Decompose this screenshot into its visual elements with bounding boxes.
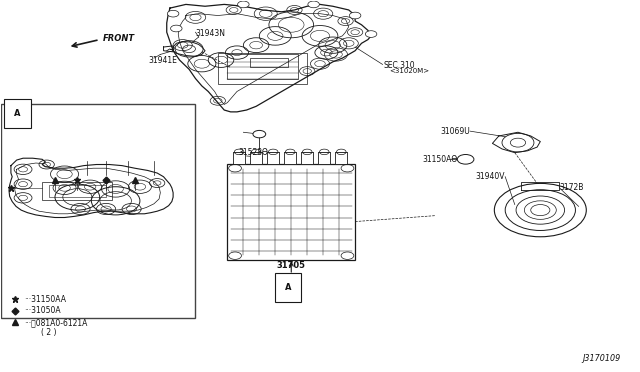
Circle shape [171,25,182,32]
Text: <31020M>: <31020M> [389,68,429,74]
Text: 3172B: 3172B [559,183,584,192]
Text: 31528Ѳ: 31528Ѳ [239,148,269,157]
Text: ( 2 ): ( 2 ) [41,328,56,337]
Bar [218,52,307,84]
Bar [268,152,279,164]
Text: 31705: 31705 [276,261,306,270]
Circle shape [237,1,249,8]
Bar [335,152,348,164]
Text: J3170109: J3170109 [582,354,620,363]
Text: 31941E: 31941E [149,56,178,65]
Bar [49,185,106,197]
Bar [250,58,288,67]
Text: FRONT: FRONT [103,34,135,43]
Bar [250,152,262,164]
Text: 31943N: 31943N [195,29,225,38]
Text: SEC.310: SEC.310 [384,61,415,70]
Bar [227,164,355,260]
Bar [227,54,298,78]
Bar [284,152,296,164]
Circle shape [365,31,377,37]
Circle shape [253,131,266,138]
Circle shape [349,12,361,19]
Text: 31069U: 31069U [440,126,470,136]
Text: 31940V: 31940V [476,172,505,181]
Bar [1,105,195,318]
Bar [301,152,313,164]
Text: A: A [285,283,291,292]
Text: ···Ⓑ081A0-6121A: ···Ⓑ081A0-6121A [24,318,87,327]
Text: 31150AѲ: 31150AѲ [422,155,458,164]
Circle shape [308,1,319,8]
Bar [233,152,245,164]
Circle shape [168,10,179,17]
Circle shape [458,154,474,164]
Text: ···31150AA: ···31150AA [24,295,66,304]
Text: A: A [14,109,20,118]
Bar [42,182,113,200]
Text: ···31050A: ···31050A [24,307,60,315]
Bar [318,152,330,164]
